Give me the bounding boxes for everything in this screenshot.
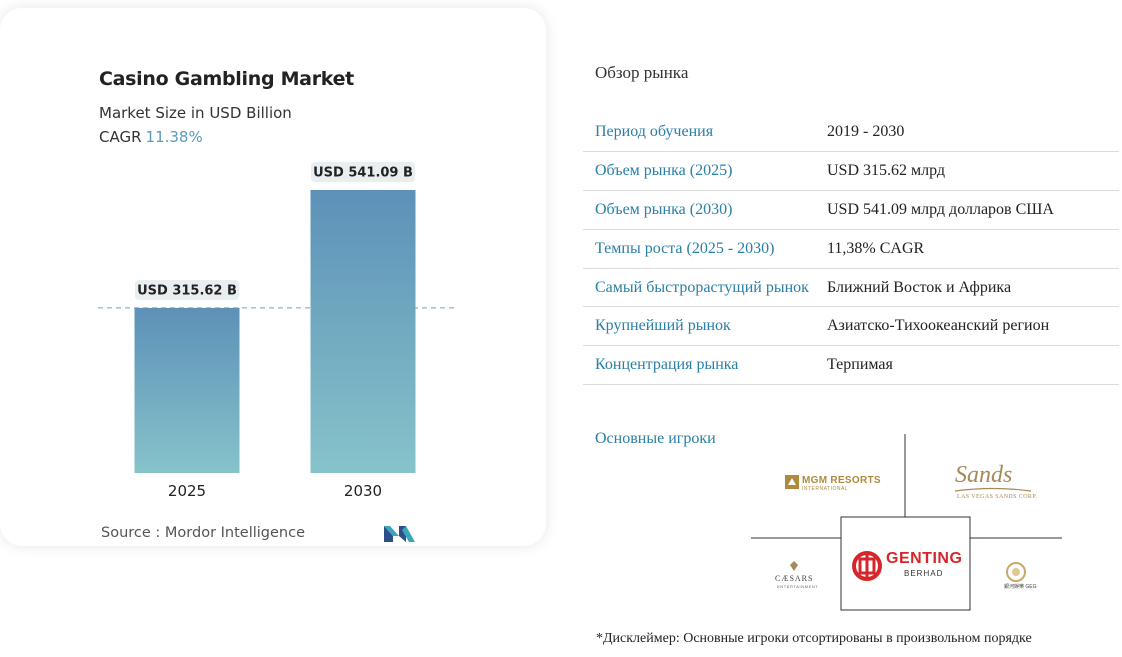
- row-value: USD 315.62 млрд: [827, 162, 946, 179]
- row-value: USD 541.09 млрд долларов США: [827, 201, 1054, 218]
- row-value: Азиатско-Тихоокеанский регион: [827, 317, 1050, 334]
- data-label: USD 315.62 B: [137, 283, 237, 298]
- overview-title: Обзор рынка: [595, 63, 689, 82]
- geg-logo-text: 銀河娛樂 GEG: [1004, 584, 1037, 590]
- row-key: Период обучения: [595, 123, 714, 140]
- table-row: Самый быстрорастущий рынок Ближний Восто…: [583, 269, 1119, 307]
- data-label-bg: [311, 162, 415, 182]
- row-value: Ближний Восток и Африка: [827, 279, 1012, 296]
- row-value: 11,38% CAGR: [827, 240, 925, 257]
- table-row: Темпы роста (2025 - 2030) 11,38% CAGR: [583, 230, 1119, 269]
- market-size-chart: USD 315.62 B 2025 USD 541.09 B 2030: [98, 162, 456, 500]
- source-label: Source : Mordor Intelligence: [101, 525, 306, 541]
- sands-logo-text: Sands: [955, 462, 1013, 488]
- table-row: Крупнейший рынок Азиатско-Тихоокеанский …: [583, 307, 1119, 346]
- market-size-card: USD 315.62 B 2025 USD 541.09 B 2030 Casino …: [0, 8, 546, 546]
- cagr-line: CAGR 11.38%: [99, 128, 203, 146]
- row-value: Терпимая: [827, 356, 893, 373]
- overview-table: Период обучения 2019 - 2030 Объем рынка …: [583, 113, 1119, 385]
- key-players-title: Основные игроки: [595, 430, 716, 447]
- mordor-intelligence-logo-icon: [384, 526, 415, 542]
- table-row: Объем рынка (2030) USD 541.09 млрд долла…: [583, 191, 1119, 230]
- row-key: Темпы роста (2025 - 2030): [595, 240, 775, 257]
- chart-subtitle: Market Size in USD Billion: [99, 104, 292, 122]
- cagr-label: CAGR: [99, 128, 142, 146]
- geg-emblem-icon: [1006, 562, 1026, 582]
- caesars-logo-text: CÆSARS: [775, 574, 814, 583]
- genting-logo-subtext: BERHAD: [904, 569, 944, 578]
- disclaimer-text: *Дисклеймер: Основные игроки отсортирова…: [596, 631, 1032, 646]
- genting-logo-text: GENTING: [886, 550, 963, 567]
- data-label-bg: [135, 279, 239, 300]
- sands-swoosh-icon: [954, 487, 1032, 492]
- mgm-lion-icon: [785, 475, 799, 489]
- row-key: Концентрация рынка: [595, 356, 739, 373]
- cagr-value: 11.38%: [145, 128, 203, 146]
- bar-2030: [310, 190, 416, 473]
- sands-logo-subtext: LAS VEGAS SANDS CORP.: [957, 494, 1038, 500]
- row-value: 2019 - 2030: [827, 123, 905, 140]
- genting-emblem-icon: [852, 551, 882, 581]
- mgm-logo-text: MGM RESORTS: [802, 475, 881, 486]
- category-label: 2030: [344, 482, 382, 500]
- table-row: Период обучения 2019 - 2030: [583, 113, 1119, 152]
- mgm-logo-subtext: INTERNATIONAL: [802, 486, 849, 492]
- row-key: Самый быстрорастущий рынок: [595, 279, 809, 296]
- caesars-logo-subtext: ENTERTAINMENT: [777, 584, 819, 589]
- caesars-crest-icon: [790, 561, 798, 571]
- data-label: USD 541.09 B: [313, 166, 413, 181]
- category-label: 2025: [168, 482, 206, 500]
- table-row: Концентрация рынка Терпимая: [583, 346, 1119, 385]
- chart-title: Casino Gambling Market: [99, 68, 354, 90]
- row-key: Объем рынка (2030): [595, 201, 733, 218]
- bar-2025: [134, 307, 240, 473]
- table-row: Объем рынка (2025) USD 315.62 млрд: [583, 152, 1119, 191]
- row-key: Крупнейший рынок: [595, 317, 731, 334]
- row-key: Объем рынка (2025): [595, 162, 733, 179]
